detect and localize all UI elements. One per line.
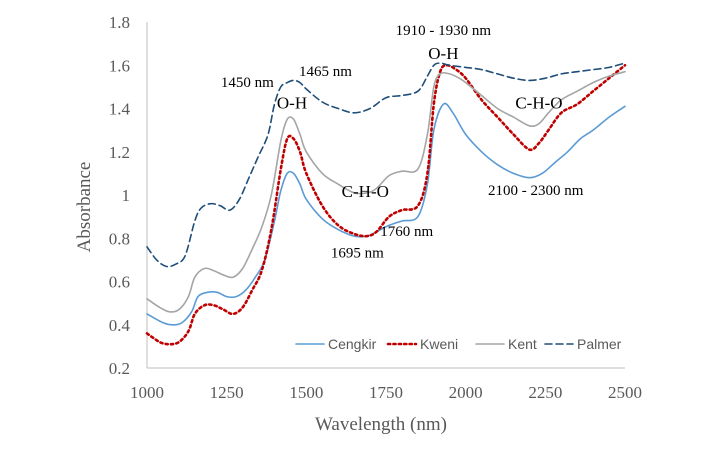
y-tick-label: 1.4 (109, 100, 131, 119)
series-line-palmer (146, 62, 626, 268)
legend-label-kent: Kent (508, 336, 537, 352)
y-tick-label: 0.4 (109, 316, 131, 335)
annotation-label: 1760 nm (380, 224, 433, 240)
series-lines (145, 62, 627, 346)
y-tick-label: 1.2 (109, 143, 130, 162)
annotation-label: 1465 nm (299, 64, 352, 80)
series-line-kent (146, 70, 626, 313)
annotation-label: O-H (277, 94, 307, 113)
annotation-label: 1695 nm (331, 246, 384, 262)
annotation-label: O-H (428, 44, 458, 63)
y-tick-label: 0.2 (109, 359, 130, 378)
annotation-label: 2100 - 2300 nm (488, 183, 584, 199)
annotation-label: C-H-O (515, 94, 562, 113)
peak-annotations: 1450 nm 1465 nm O-H 1910 - 1930 nm O-H C-H-O C… (221, 23, 584, 262)
y-tick-label: 1.8 (109, 13, 130, 32)
x-tick-label: 2500 (608, 383, 642, 402)
x-axis-title: Wavelength (nm) (315, 414, 447, 435)
x-tick-label: 1750 (369, 383, 403, 402)
annotation-label: 1450 nm (221, 75, 274, 91)
series-line-kweni (145, 63, 627, 346)
y-tick-label: 1 (122, 186, 131, 205)
y-tick-label: 1.6 (109, 56, 130, 75)
annotation-label: 1910 - 1930 nm (396, 23, 492, 39)
annotation-label: C-H-O (342, 182, 389, 201)
x-tick-label: 1000 (130, 383, 164, 402)
legend-label-kweni: Kweni (420, 336, 458, 352)
x-tick-label: 1500 (289, 383, 323, 402)
x-tick-label: 1250 (210, 383, 244, 402)
y-tick-label: 0.8 (109, 229, 130, 248)
legend-label-palmer: Palmer (577, 336, 622, 352)
axes: 1000 1250 1500 1750 2000 2250 2500 0.2 0.4 0.6 0.8… (109, 13, 642, 402)
legend: Cengkir Kweni Kent Palmer (295, 336, 622, 352)
series-line-cengkir (146, 102, 626, 326)
y-axis-title: Absorbance (74, 162, 95, 253)
legend-label-cengkir: Cengkir (328, 336, 377, 352)
y-tick-label: 0.6 (109, 273, 130, 292)
x-tick-label: 2000 (449, 383, 483, 402)
x-tick-label: 2250 (528, 383, 562, 402)
